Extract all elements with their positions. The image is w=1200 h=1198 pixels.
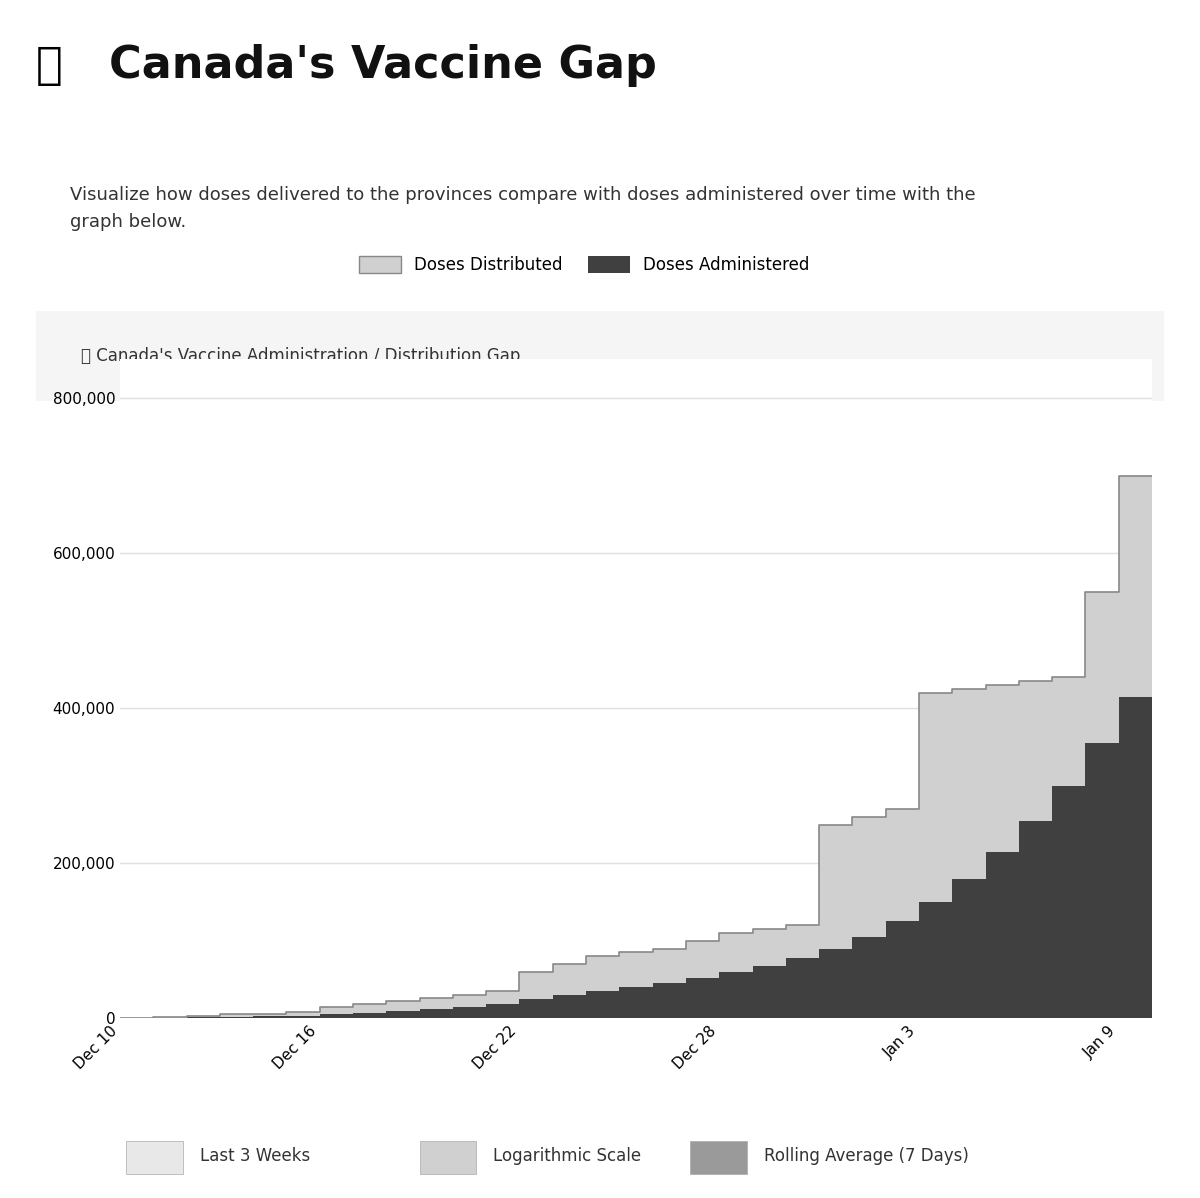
Text: Logarithmic Scale: Logarithmic Scale xyxy=(493,1146,641,1166)
Text: Rolling Average (7 Days): Rolling Average (7 Days) xyxy=(763,1146,968,1166)
FancyBboxPatch shape xyxy=(126,1140,182,1174)
FancyBboxPatch shape xyxy=(36,311,1164,401)
Text: Last 3 Weeks: Last 3 Weeks xyxy=(199,1146,310,1166)
Text: 🍁: 🍁 xyxy=(36,44,62,87)
FancyBboxPatch shape xyxy=(25,303,1175,1135)
Text: Canada's Vaccine Gap: Canada's Vaccine Gap xyxy=(109,44,658,87)
Text: Visualize how doses delivered to the provinces compare with doses administered o: Visualize how doses delivered to the pro… xyxy=(70,186,976,231)
FancyBboxPatch shape xyxy=(420,1140,476,1174)
FancyBboxPatch shape xyxy=(690,1140,746,1174)
Legend: Doses Distributed, Doses Administered: Doses Distributed, Doses Administered xyxy=(353,249,816,280)
Text: 📊 Canada's Vaccine Administration / Distribution Gap: 📊 Canada's Vaccine Administration / Dist… xyxy=(82,347,521,365)
FancyBboxPatch shape xyxy=(13,141,1187,290)
